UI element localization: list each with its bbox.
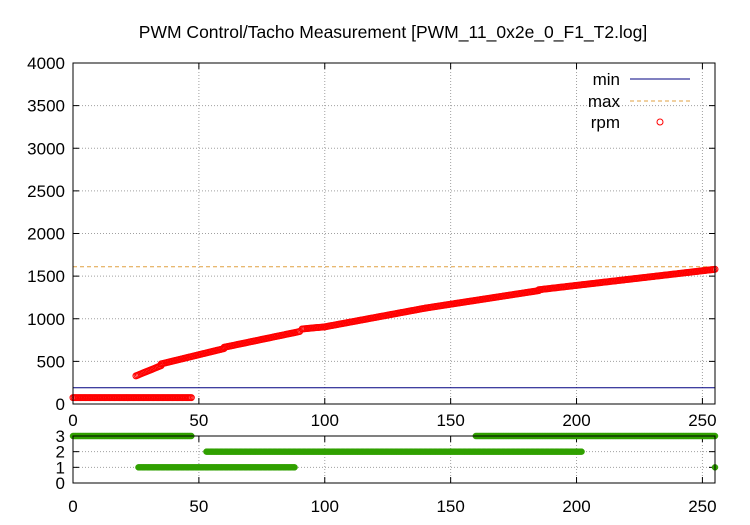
x-tick-label: 100 bbox=[311, 411, 339, 430]
y-tick-label: 1500 bbox=[27, 267, 65, 286]
x-tick-label: 250 bbox=[688, 411, 716, 430]
sub-plot-frame bbox=[72, 435, 716, 484]
x-tick-label: 250 bbox=[688, 497, 716, 516]
x-tick-label: 150 bbox=[436, 497, 464, 516]
chart-title: PWM Control/Tacho Measurement [PWM_11_0x… bbox=[139, 22, 647, 43]
y-tick-label: 3 bbox=[56, 427, 65, 446]
y-tick-label: 2 bbox=[56, 443, 65, 462]
y-tick-label: 0 bbox=[56, 395, 65, 414]
x-tick-label: 50 bbox=[189, 497, 208, 516]
rpm-series bbox=[69, 265, 719, 402]
y-tick-label: 3000 bbox=[27, 139, 65, 158]
x-tick-label: 0 bbox=[68, 411, 77, 430]
y-tick-label: 2000 bbox=[27, 225, 65, 244]
x-tick-label: 200 bbox=[562, 497, 590, 516]
y-tick-label: 2500 bbox=[27, 182, 65, 201]
x-tick-label: 150 bbox=[436, 411, 464, 430]
legend-label-rpm: rpm bbox=[591, 113, 620, 132]
y-tick-label: 4000 bbox=[27, 54, 65, 73]
pwm-state-point bbox=[291, 464, 298, 471]
pwm-state-series bbox=[69, 432, 719, 471]
y-tick-label: 3500 bbox=[27, 97, 65, 116]
y-tick-label: 1 bbox=[56, 458, 65, 477]
y-tick-label: 500 bbox=[37, 352, 65, 371]
pwm-state-point bbox=[578, 448, 585, 455]
main-grid bbox=[73, 63, 715, 404]
x-tick-label: 200 bbox=[562, 411, 590, 430]
x-tick-label: 100 bbox=[311, 497, 339, 516]
main-axis-ticks: 0 50 100 150 200 2500500100015002000250030003… bbox=[27, 54, 716, 430]
x-tick-label: 0 bbox=[68, 497, 77, 516]
rpm-point bbox=[187, 394, 195, 402]
legend-label-min: min bbox=[593, 70, 620, 89]
x-tick-label: 50 bbox=[189, 411, 208, 430]
main-plot-frame bbox=[72, 62, 716, 405]
legend-swatch-rpm bbox=[656, 118, 664, 126]
sub-grid bbox=[73, 436, 715, 483]
legend: min max rpm bbox=[588, 70, 690, 132]
y-tick-label: 0 bbox=[56, 474, 65, 493]
y-tick-label: 1000 bbox=[27, 310, 65, 329]
main-reference-lines bbox=[73, 266, 715, 389]
legend-label-max: max bbox=[588, 92, 621, 111]
